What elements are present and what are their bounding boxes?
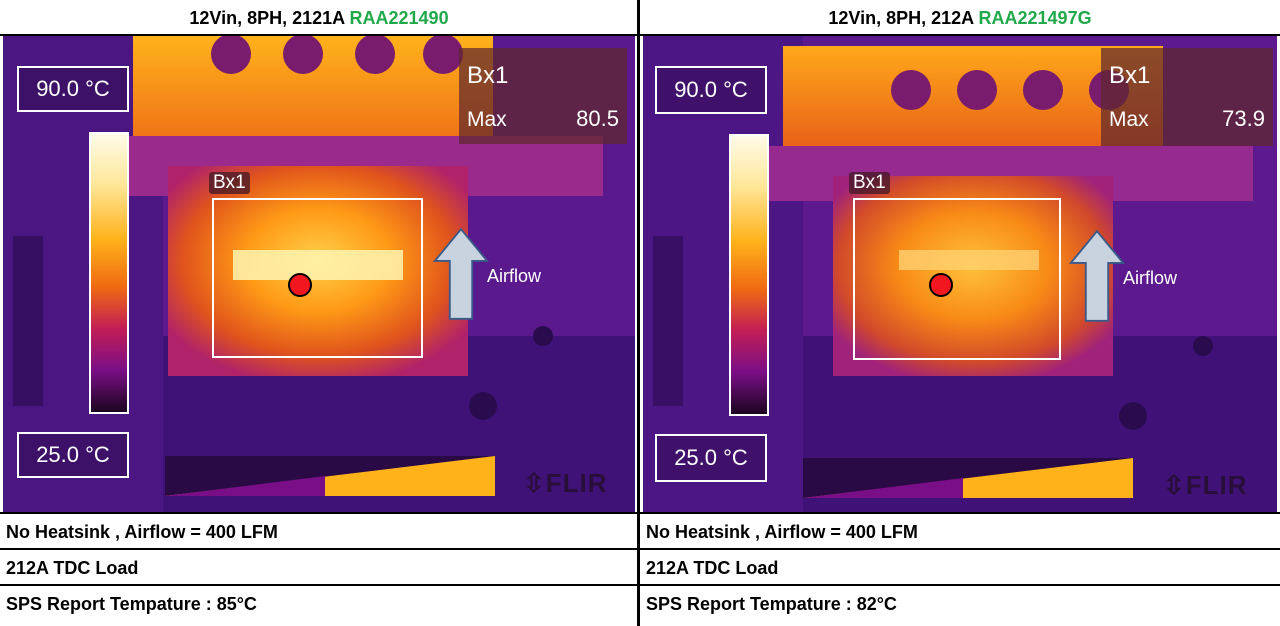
airflow-arrow-icon (433, 227, 489, 320)
panel-title: 12Vin, 8PH, 212A RAA221497G (640, 0, 1280, 36)
measurement-name: Bx1 (467, 62, 509, 89)
title-part-number: RAA221497G (978, 8, 1092, 28)
measurement-box: Bx1 Max 73.9 (1101, 48, 1273, 146)
measurement-name: Bx1 (1109, 62, 1151, 89)
measurement-max-label: Max (467, 108, 507, 131)
note-load: 212A TDC Load (0, 548, 638, 584)
measurement-max-value: 80.5 (576, 106, 619, 131)
panel-title: 12Vin, 8PH, 2121A RAA221490 (0, 0, 638, 36)
scale-min-label: 25.0 °C (17, 432, 129, 478)
flir-logo-icon: ⇳FLIR (523, 468, 608, 498)
color-scale-bar (729, 134, 769, 416)
scale-min-label: 25.0 °C (655, 434, 767, 482)
measurement-box: Bx1 Max 80.5 (459, 48, 627, 144)
scale-wedge (165, 456, 495, 496)
thermal-image: 90.0 °C 25.0 °C Bx1 Max 80.5 Bx1 Airflow… (3, 36, 635, 512)
note-heatsink: No Heatsink , Airflow = 400 LFM (640, 512, 1280, 548)
scale-max-label: 90.0 °C (655, 66, 767, 114)
roi-box (212, 198, 423, 358)
panel-right: 12Vin, 8PH, 212A RAA221497G (640, 0, 1280, 626)
scale-wedge (803, 458, 1133, 498)
color-scale-bar (89, 132, 129, 414)
thermal-image: 90.0 °C 25.0 °C Bx1 Max 73.9 Bx1 Airflow… (643, 36, 1277, 512)
airflow-label: Airflow (487, 266, 542, 286)
spot-marker-icon (929, 273, 953, 297)
airflow-label: Airflow (1123, 268, 1178, 288)
title-config: 12Vin, 8PH, 2121A (189, 8, 345, 28)
roi-label: Bx1 (209, 172, 250, 194)
notes: No Heatsink , Airflow = 400 LFM 212A TDC… (0, 512, 638, 626)
measurement-max-value: 73.9 (1222, 106, 1265, 131)
notes: No Heatsink , Airflow = 400 LFM 212A TDC… (640, 512, 1280, 626)
flir-logo-icon: ⇳FLIR (1163, 470, 1248, 500)
note-sps-temp: SPS Report Tempature : 82°C (640, 584, 1280, 620)
roi-box (853, 198, 1061, 360)
note-heatsink: No Heatsink , Airflow = 400 LFM (0, 512, 638, 548)
scale-max-label: 90.0 °C (17, 66, 129, 112)
spot-marker-icon (288, 273, 312, 297)
title-part-number: RAA221490 (349, 8, 449, 28)
title-config: 12Vin, 8PH, 212A (828, 8, 974, 28)
roi-label: Bx1 (849, 172, 890, 194)
note-sps-temp: SPS Report Tempature : 85°C (0, 584, 638, 620)
panel-left: 12Vin, 8PH, 2121A RAA221490 (0, 0, 638, 626)
measurement-max-label: Max (1109, 108, 1149, 131)
airflow-arrow-icon (1069, 229, 1125, 322)
note-load: 212A TDC Load (640, 548, 1280, 584)
panel-divider (637, 0, 640, 626)
